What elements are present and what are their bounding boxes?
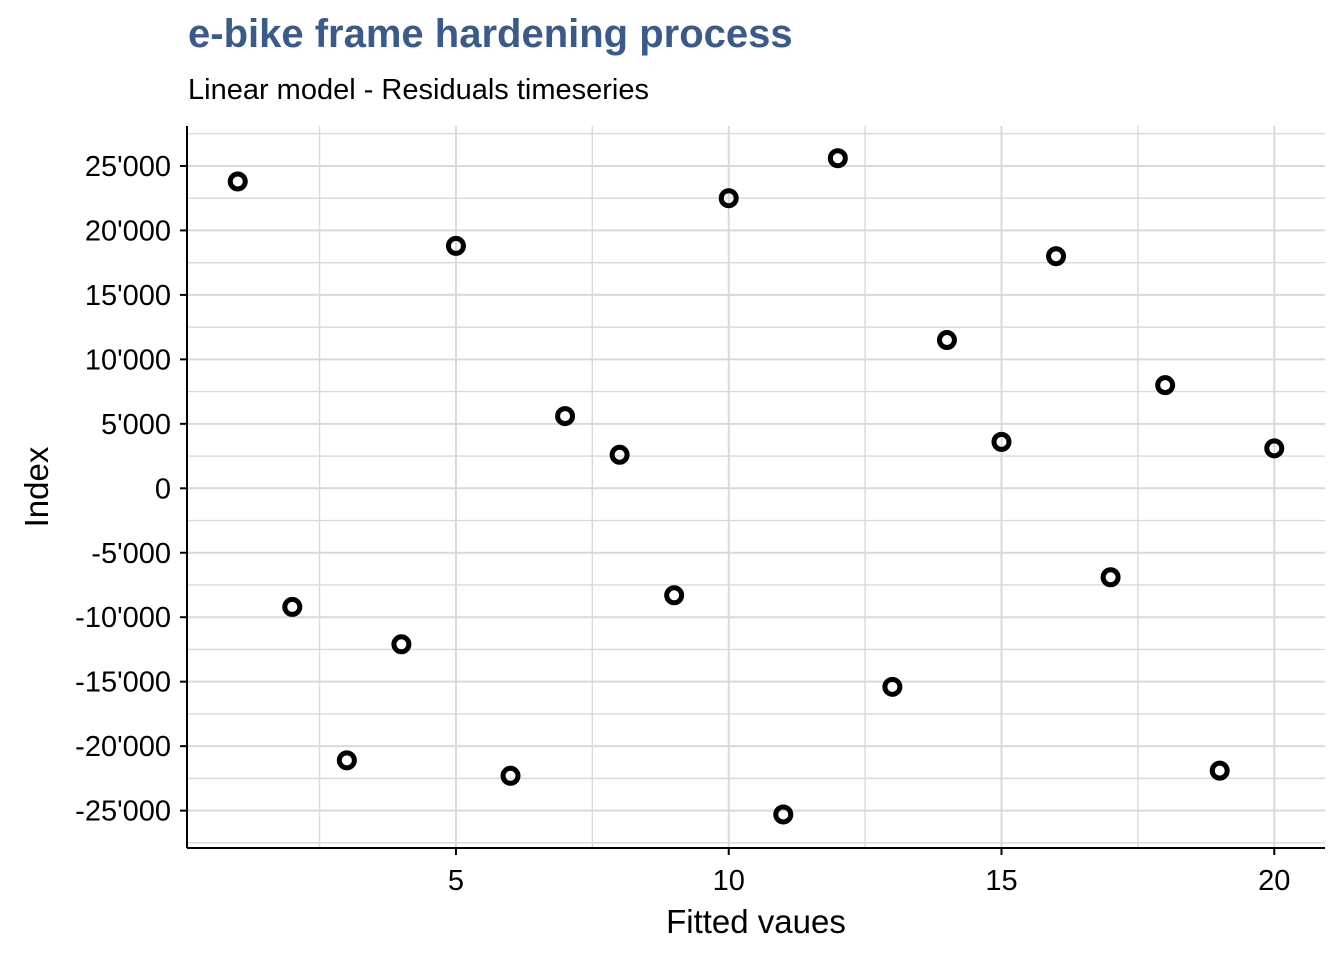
data-point: [227, 171, 248, 192]
y-tick-label: 25'000: [85, 151, 171, 183]
y-tick-label: 5'000: [101, 409, 171, 441]
data-point: [500, 765, 521, 786]
x-axis-label: Fitted vaues: [666, 903, 846, 940]
x-tick-label: 20: [1258, 865, 1290, 897]
y-tick-label: 20'000: [85, 215, 171, 247]
y-axis-label: Index: [18, 446, 55, 527]
chart-title: e-bike frame hardening process: [188, 12, 793, 56]
x-tick-label: 10: [713, 865, 745, 897]
data-point: [718, 188, 739, 209]
y-tick-label: 10'000: [85, 344, 171, 376]
axes: [186, 126, 1325, 849]
data-point: [1046, 246, 1067, 267]
data-point: [336, 750, 357, 771]
data-point: [1209, 760, 1230, 781]
data-point: [391, 634, 412, 655]
data-point: [555, 406, 576, 427]
data-points: [227, 148, 1285, 825]
y-tick-label: -5'000: [91, 538, 171, 570]
y-tick-label: -10'000: [75, 602, 171, 634]
data-point: [609, 444, 630, 465]
data-point: [664, 585, 685, 606]
data-point: [773, 804, 794, 825]
data-point: [882, 676, 903, 697]
data-point: [991, 431, 1012, 452]
y-tick-label: -25'000: [75, 796, 171, 828]
y-tick-label: 0: [155, 473, 171, 505]
minor-gridlines: [187, 126, 1325, 848]
x-tick-label: 5: [448, 865, 464, 897]
data-point: [445, 235, 466, 256]
y-axis-ticks: -25'000 -20'000 -15'000 -10'000 -5'000 0 5'000…: [75, 151, 187, 828]
y-tick-label: -20'000: [75, 731, 171, 763]
data-point: [1264, 438, 1285, 459]
major-gridlines: [187, 126, 1325, 848]
data-point: [282, 596, 303, 617]
x-tick-label: 15: [985, 865, 1017, 897]
data-point: [1100, 567, 1121, 588]
chart-subtitle: Linear model - Residuals timeseries: [188, 74, 649, 106]
data-point: [827, 148, 848, 169]
y-tick-label: -15'000: [75, 667, 171, 699]
y-tick-label: 15'000: [85, 280, 171, 312]
x-axis-ticks: 5 10 15 20: [448, 848, 1290, 897]
data-point: [936, 330, 957, 351]
data-point: [1155, 375, 1176, 396]
